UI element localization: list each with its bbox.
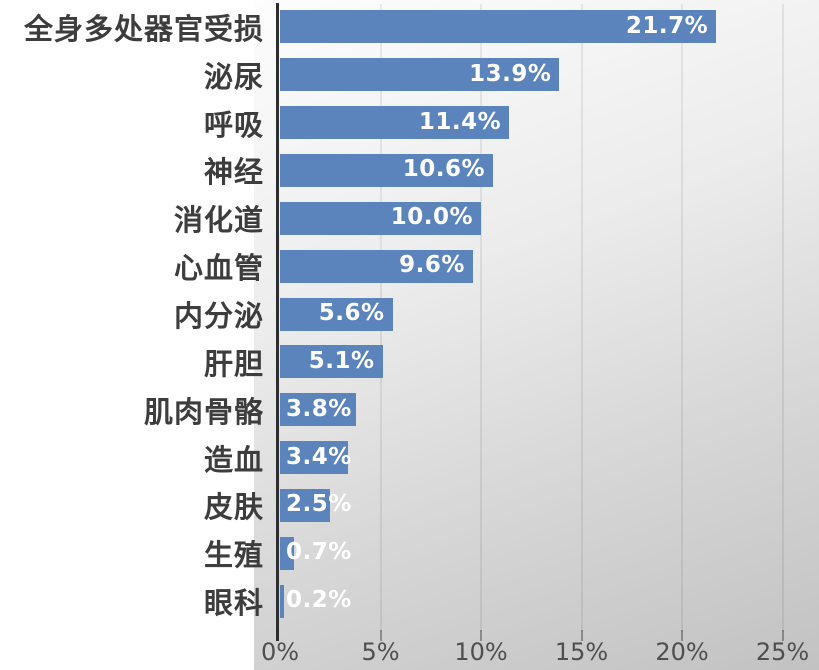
gridline xyxy=(480,4,482,632)
bar-value-label: 13.9% xyxy=(469,60,552,87)
bar-value-label: 21.7% xyxy=(625,12,709,39)
category-label: 消化道 xyxy=(173,203,264,238)
x-tick-label: 5% xyxy=(361,638,400,666)
chart-plot-area xyxy=(254,0,819,670)
bar xyxy=(280,10,717,44)
x-axis-tick-mark xyxy=(580,630,583,641)
bar xyxy=(280,106,510,140)
bar xyxy=(280,536,295,570)
category-label: 内分泌 xyxy=(173,299,264,334)
bar xyxy=(280,584,285,618)
category-label: 皮肤 xyxy=(203,490,264,525)
x-tick-label: 25% xyxy=(755,638,810,666)
gridline xyxy=(781,4,784,632)
x-axis-tick-mark xyxy=(379,630,382,641)
bar xyxy=(280,201,481,235)
category-label: 神经 xyxy=(203,155,264,190)
x-tick-label: 10% xyxy=(454,638,508,666)
bar-value-label: 0.2% xyxy=(286,587,352,614)
bar xyxy=(280,58,560,92)
bar-value-label: 3.4% xyxy=(286,443,352,470)
bar-value-label: 9.6% xyxy=(399,252,465,279)
category-label: 肌肉骨骼 xyxy=(143,394,264,429)
category-label: 造血 xyxy=(203,442,264,477)
bar-value-label: 0.7% xyxy=(286,539,352,566)
y-axis-line xyxy=(276,3,279,641)
bar-value-label: 11.4% xyxy=(418,108,502,135)
bar-value-label: 10.0% xyxy=(390,204,473,231)
x-axis-tick-mark xyxy=(781,630,784,641)
category-label: 眼科 xyxy=(203,586,264,621)
category-label: 肝胆 xyxy=(203,346,264,381)
x-tick-label: 20% xyxy=(655,638,709,666)
bar-value-label: 5.6% xyxy=(318,299,385,326)
x-tick-label: 15% xyxy=(554,638,609,666)
bar xyxy=(280,345,383,379)
gridline xyxy=(681,4,683,632)
x-tick-label: 0% xyxy=(260,638,300,666)
x-axis-tick-mark xyxy=(681,630,683,641)
category-label: 生殖 xyxy=(203,538,264,573)
gridline xyxy=(580,4,583,632)
category-label: 全身多处器官受损 xyxy=(23,11,264,46)
bar-value-label: 10.6% xyxy=(402,156,486,183)
category-label: 呼吸 xyxy=(203,107,264,142)
x-axis-tick-mark xyxy=(480,630,482,641)
bar xyxy=(280,488,331,522)
bar xyxy=(280,297,393,331)
bar xyxy=(280,153,494,187)
bar xyxy=(280,393,357,427)
category-label: 泌尿 xyxy=(203,59,264,94)
category-label: 心血管 xyxy=(173,251,264,286)
bar-value-label: 2.5% xyxy=(286,491,352,518)
bar-value-label: 3.8% xyxy=(286,395,352,422)
bar xyxy=(280,249,473,283)
bar-value-label: 5.1% xyxy=(308,347,375,374)
bar xyxy=(280,441,349,475)
